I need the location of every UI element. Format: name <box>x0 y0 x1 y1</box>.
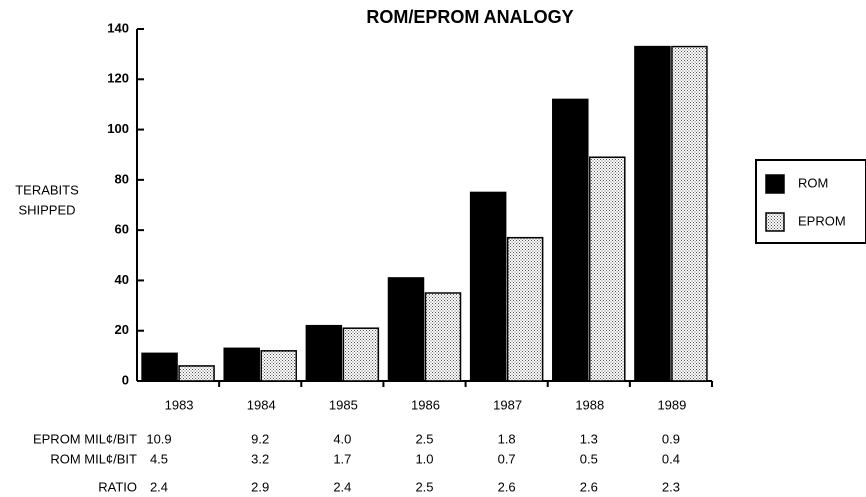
cell: 9.2 <box>251 431 269 446</box>
cell: 0.4 <box>662 451 680 466</box>
x-tick-label: 1988 <box>575 397 604 412</box>
bar <box>178 365 215 382</box>
x-tick-label: 1989 <box>657 397 686 412</box>
bar <box>506 236 544 382</box>
bar <box>260 350 297 382</box>
cell: 2.4 <box>333 479 351 494</box>
bar <box>469 191 507 382</box>
cell: 2.6 <box>498 479 516 494</box>
cell: 2.9 <box>251 479 269 494</box>
x-tick-label: 1985 <box>329 397 358 412</box>
cell: 0.7 <box>498 451 516 466</box>
cell: 2.4 <box>150 479 168 494</box>
cell: 1.7 <box>333 451 351 466</box>
legend-swatch <box>765 174 785 194</box>
cell: 0.5 <box>580 451 598 466</box>
cell: 2.6 <box>580 479 598 494</box>
bar <box>552 98 589 382</box>
cell: 0.9 <box>662 431 680 446</box>
x-tick-label: 1984 <box>247 397 276 412</box>
cell: 4.5 <box>150 451 168 466</box>
bar <box>141 352 178 382</box>
y-tick-label: 100 <box>107 121 129 136</box>
legend-label: ROM <box>798 175 828 190</box>
y-tick-label: 0 <box>122 372 129 387</box>
bar <box>589 156 626 382</box>
x-tick-label: 1983 <box>165 397 194 412</box>
row-label: RATIO <box>98 479 137 494</box>
y-tick-label: 60 <box>115 222 129 237</box>
y-tick-label: 140 <box>107 20 129 35</box>
y-tick-label: 120 <box>107 71 129 86</box>
y-tick-label: 80 <box>115 171 129 186</box>
x-tick-label: 1986 <box>411 397 440 412</box>
bar <box>342 327 380 382</box>
bar <box>634 45 671 382</box>
x-tick-label: 1987 <box>493 397 522 412</box>
cell: 2.3 <box>662 479 680 494</box>
bar <box>671 45 708 382</box>
legend-swatch <box>765 212 785 232</box>
cell: 1.3 <box>580 431 598 446</box>
cell: 1.0 <box>415 451 433 466</box>
chart-title: ROM/EPROM ANALOGY <box>366 7 573 27</box>
row-label: ROM MIL¢/BIT <box>50 451 137 466</box>
cell: 10.9 <box>146 431 171 446</box>
cell: 2.5 <box>415 479 433 494</box>
bar <box>223 347 260 382</box>
y-axis-label: TERABITS <box>15 182 79 197</box>
bar <box>424 292 462 382</box>
row-label: EPROM MIL¢/BIT <box>33 431 137 446</box>
cell: 3.2 <box>251 451 269 466</box>
legend-label: EPROM <box>798 213 846 228</box>
cell: 1.8 <box>498 431 516 446</box>
y-tick-label: 20 <box>115 322 129 337</box>
bar <box>305 324 343 382</box>
bar <box>387 277 425 382</box>
y-tick-label: 40 <box>115 272 129 287</box>
y-axis-label: SHIPPED <box>18 202 75 217</box>
cell: 4.0 <box>333 431 351 446</box>
cell: 2.5 <box>415 431 433 446</box>
